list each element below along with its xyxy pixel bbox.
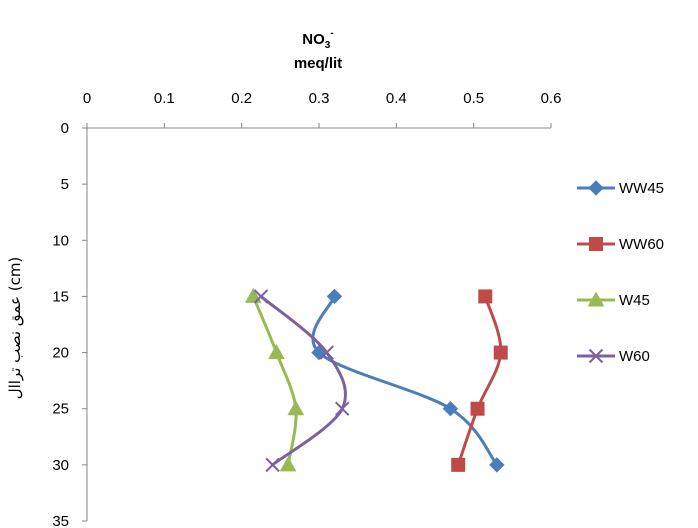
series-line-ww60 [456,294,503,467]
data-point-w60 [253,289,269,304]
title-main: NO [302,31,325,48]
title-sub: 3 [325,40,331,51]
series-w45 [244,287,305,472]
y-tick-label: 10 [52,232,69,249]
data-point-w60 [334,401,350,416]
series-line-ww45 [311,294,499,467]
data-point-w60 [319,345,334,360]
data-point-w60-stroke-b [265,457,280,473]
x-tick-label: 0.1 [154,90,175,107]
legend-marker-w60 [588,348,604,364]
data-point-w45 [268,344,285,360]
data-point-w60 [265,457,280,473]
y-axis-label: عمق نصب تراال (cm) [6,257,24,400]
data-point-ww45 [326,288,343,305]
x-tick-label: 0.5 [463,90,484,107]
x-tick-label: 0 [83,90,91,107]
x-tick-label: 0.6 [541,90,562,107]
legend-item-ww60: WW60 [577,236,664,253]
y-tick-label: 5 [61,176,69,193]
legend-item-ww45: WW45 [577,180,664,197]
data-point-ww45 [442,401,459,417]
legend-item-w45: W45 [577,291,650,309]
data-point-w60-stroke-b [253,289,269,304]
data-point-w45 [287,400,305,416]
series-ww45 [311,288,505,473]
y-tick-label: 30 [52,457,69,474]
series-line-w60 [259,294,347,467]
legend-marker-ww45 [588,180,604,196]
legend-label-ww60: WW60 [619,236,664,253]
data-point-ww60 [478,289,493,304]
series-line-w45 [251,294,298,467]
legend-label-w45: W45 [619,292,650,309]
series-ww60 [451,289,508,472]
data-point-ww60 [451,457,466,472]
series-w60 [253,289,350,473]
data-point-ww60 [493,345,508,360]
y-tick-label: 25 [52,401,69,418]
x-tick-label: 0.2 [231,90,252,107]
legend: WW45 WW60 W45 W60 [577,180,664,365]
legend-marker-ww60 [589,237,603,251]
chart-title: NO3- [302,28,333,51]
data-point-w45 [244,287,262,303]
y-tick-label: 35 [52,513,69,528]
data-point-w45 [279,456,297,472]
legend-marker-w60-stroke-b [588,348,604,364]
plot-area: 0 0.1 0.2 0.3 0.4 0.5 0.6 0 5 10 15 20 25 30 35 [52,90,561,528]
chart-unit-title: meq/lit [294,55,342,72]
data-point-w60-stroke-b [319,345,334,360]
legend-label-w60: W60 [619,348,650,365]
y-tick-label: 15 [52,288,69,305]
x-tick-label: 0.3 [309,90,330,107]
data-point-ww60 [470,401,485,416]
legend-label-ww45: WW45 [619,180,664,197]
data-point-w60-stroke-b [334,401,350,416]
data-point-ww45 [489,457,505,473]
legend-item-w60: W60 [577,348,650,365]
y-tick-label: 20 [52,345,69,362]
y-tick-label: 0 [61,120,69,137]
legend-marker-w45 [587,291,605,307]
x-tick-label: 0.4 [386,90,407,107]
title-sup: - [330,28,333,39]
